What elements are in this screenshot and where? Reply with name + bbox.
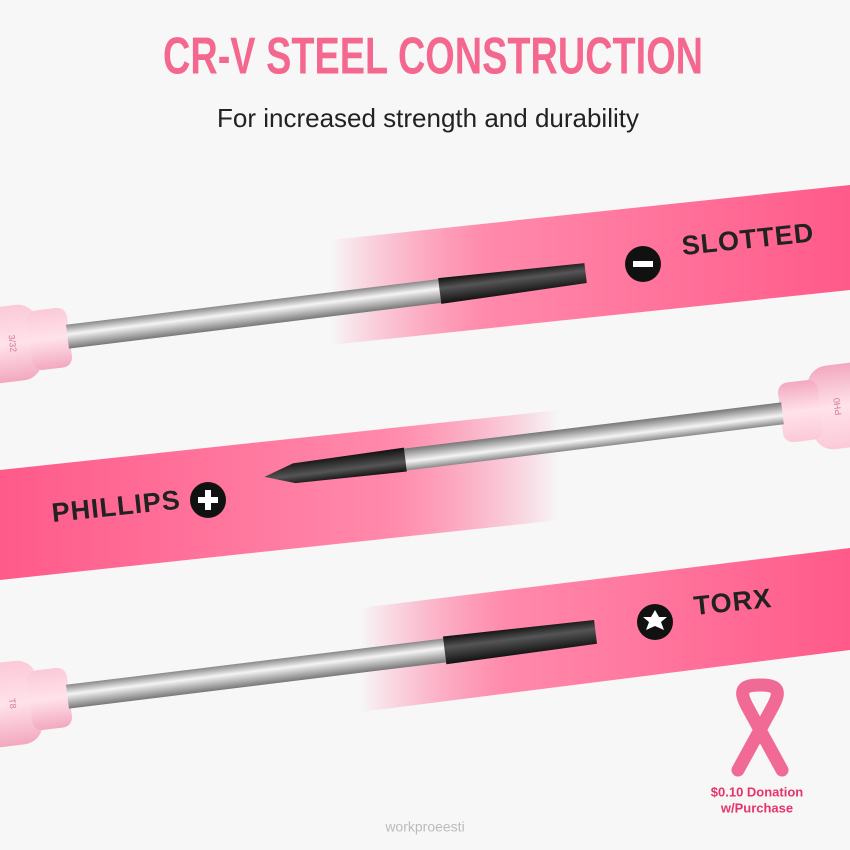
icon-star: [637, 604, 673, 640]
badge-text: w/Purchase: [720, 800, 793, 815]
band: [360, 548, 850, 712]
marking: 3/32: [6, 334, 18, 353]
band: [330, 185, 850, 345]
title: CR-V STEEL CONSTRUCTION: [163, 28, 703, 86]
marking: T8: [7, 698, 18, 710]
subtitle: For increased strength and durability: [217, 103, 639, 133]
watermark: workproeesti: [384, 819, 464, 835]
badge-text: $0.10 Donation: [711, 784, 804, 799]
ribbon: [731, 678, 789, 777]
icon-plus: [190, 482, 226, 518]
screwdriver-phillips: PH0: [264, 360, 850, 484]
icon-minus: [625, 246, 661, 282]
screwdriver-torx: T8: [0, 619, 597, 750]
screwdriver-slotted: 3/32: [0, 263, 587, 386]
marking: PH0: [831, 397, 843, 416]
